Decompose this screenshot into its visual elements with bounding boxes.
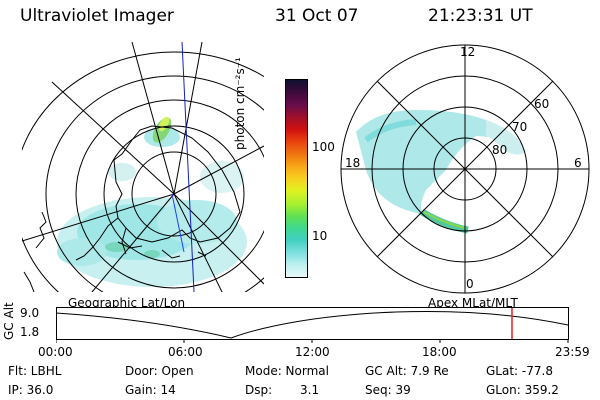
orbit-track-blue	[181, 42, 195, 292]
polar-grid	[340, 44, 590, 294]
mlat-label-70: 70	[512, 120, 528, 134]
timeline-tick-2359: 23:59	[555, 345, 590, 359]
mlt-label-top: 12	[460, 45, 476, 59]
timeline-ticks	[56, 340, 569, 343]
status-gc-alt: GC Alt: 7.9 Re	[365, 364, 449, 378]
timeline-left-caption: Geographic Lat/Lon	[68, 296, 186, 310]
timeline-y-top: 9.0	[20, 306, 40, 320]
time-label: 21:23:31 UT	[428, 6, 533, 26]
mlt-label-left: 18	[345, 156, 361, 170]
timeline-y-bottom: 1.8	[20, 325, 40, 339]
geographic-map	[22, 42, 264, 292]
mlt-label-right: 6	[574, 156, 582, 170]
timeline-right-caption: Apex MLat/MLT	[428, 296, 518, 310]
timeline-tick-1200: 12:00	[295, 345, 330, 359]
status-dsp-label: Dsp:	[245, 383, 273, 397]
status-door: Door: Open	[125, 364, 194, 378]
colorbar-unit-label: photon cm⁻²s⁻¹	[233, 57, 247, 150]
mlat-label-60: 60	[534, 97, 550, 111]
coastline-south-america	[23, 211, 47, 292]
status-glon: GLon: 359.2	[486, 383, 559, 397]
timeline-plot[interactable]	[56, 307, 576, 343]
timeline-tick-0600: 06:00	[168, 345, 203, 359]
orbit-track-segment	[171, 193, 185, 253]
status-mode: Mode: Normal	[245, 364, 329, 378]
timeline-tick-1800: 18:00	[422, 345, 457, 359]
colorbar-tick-10: 10	[312, 229, 328, 243]
mlt-label-bottom: 0	[466, 277, 474, 291]
timeline-tick-0000: 00:00	[38, 345, 73, 359]
instrument-title: Ultraviolet Imager	[20, 6, 174, 26]
status-ip: IP: 36.0	[8, 383, 54, 397]
status-gain: Gain: 14	[125, 383, 176, 397]
status-glat: GLat: -77.8	[486, 364, 553, 378]
colorbar-tick-100: 100	[312, 140, 335, 154]
latitude-grid	[22, 51, 264, 292]
coastline-fragment	[117, 241, 207, 259]
altitude-curve	[56, 311, 569, 339]
mlat-label-80: 80	[492, 143, 508, 157]
status-seq: Seq: 39	[365, 383, 411, 397]
coastline-peninsula	[75, 217, 127, 261]
polar-plot	[340, 44, 590, 294]
date-label: 31 Oct 07	[275, 6, 359, 26]
aurora-emission-polar	[356, 110, 526, 234]
status-dsp-value: 3.1	[300, 383, 320, 397]
timeline-y-title: GC Alt	[2, 302, 16, 340]
colorbar	[285, 79, 308, 278]
status-flt: Flt: LBHL	[8, 364, 62, 378]
